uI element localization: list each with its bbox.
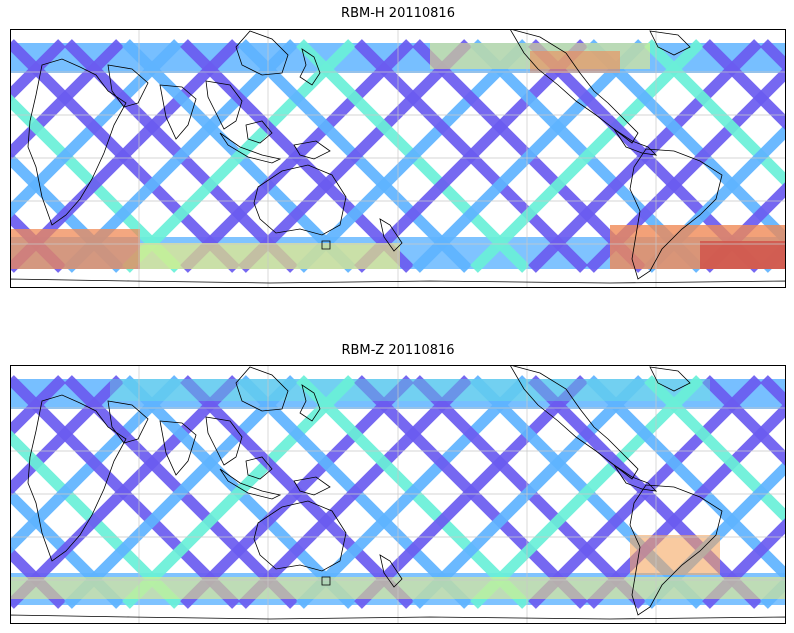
swath-descending xyxy=(528,375,762,609)
swath-ascending xyxy=(10,545,66,609)
swath-descending xyxy=(528,39,762,273)
swath-descending xyxy=(470,39,704,273)
map-panel-rbm-h xyxy=(10,29,786,288)
swath-descending xyxy=(64,375,298,609)
swath-layer xyxy=(10,29,786,288)
swath-layer xyxy=(10,365,786,624)
swath-descending xyxy=(10,375,240,609)
high-flux-region xyxy=(530,51,620,73)
high-flux-region xyxy=(630,535,720,575)
high-flux-region xyxy=(110,379,710,401)
swath-descending xyxy=(470,375,704,609)
swath-descending xyxy=(122,39,356,273)
map-frame xyxy=(10,29,786,288)
swath-descending xyxy=(10,39,182,219)
map-frame xyxy=(10,365,786,624)
swath-descending xyxy=(354,375,588,609)
swath-ascending xyxy=(702,39,786,131)
coastlines xyxy=(10,29,786,288)
gridlines xyxy=(10,29,786,288)
swath-ascending xyxy=(702,375,786,467)
swath-descending xyxy=(10,39,124,161)
swath-descending xyxy=(354,39,588,273)
swath-descending xyxy=(238,39,472,273)
map-panel-rbm-z xyxy=(10,365,786,624)
swath-descending xyxy=(412,39,646,273)
swath-descending xyxy=(122,375,356,609)
gridlines xyxy=(10,365,786,624)
high-flux-region xyxy=(140,243,400,269)
swath-descending xyxy=(180,375,414,609)
swath-descending xyxy=(586,401,786,609)
panel-title-rbm-z: RBM-Z 20110816 xyxy=(341,343,455,358)
swath-descending xyxy=(412,375,646,609)
swath-descending xyxy=(238,375,472,609)
swath-descending xyxy=(10,375,182,555)
swath-descending xyxy=(296,39,530,273)
swath-descending xyxy=(180,39,414,273)
swath-ascending xyxy=(10,487,124,609)
swath-descending xyxy=(10,39,66,103)
panel-title-rbm-h: RBM-H 20110816 xyxy=(341,6,455,21)
swath-descending xyxy=(10,375,124,497)
high-flux-region xyxy=(700,241,786,269)
swath-descending xyxy=(10,375,66,439)
swath-descending xyxy=(296,375,530,609)
swath-descending xyxy=(702,517,786,609)
coastlines xyxy=(10,365,786,624)
high-flux-region xyxy=(10,229,140,269)
